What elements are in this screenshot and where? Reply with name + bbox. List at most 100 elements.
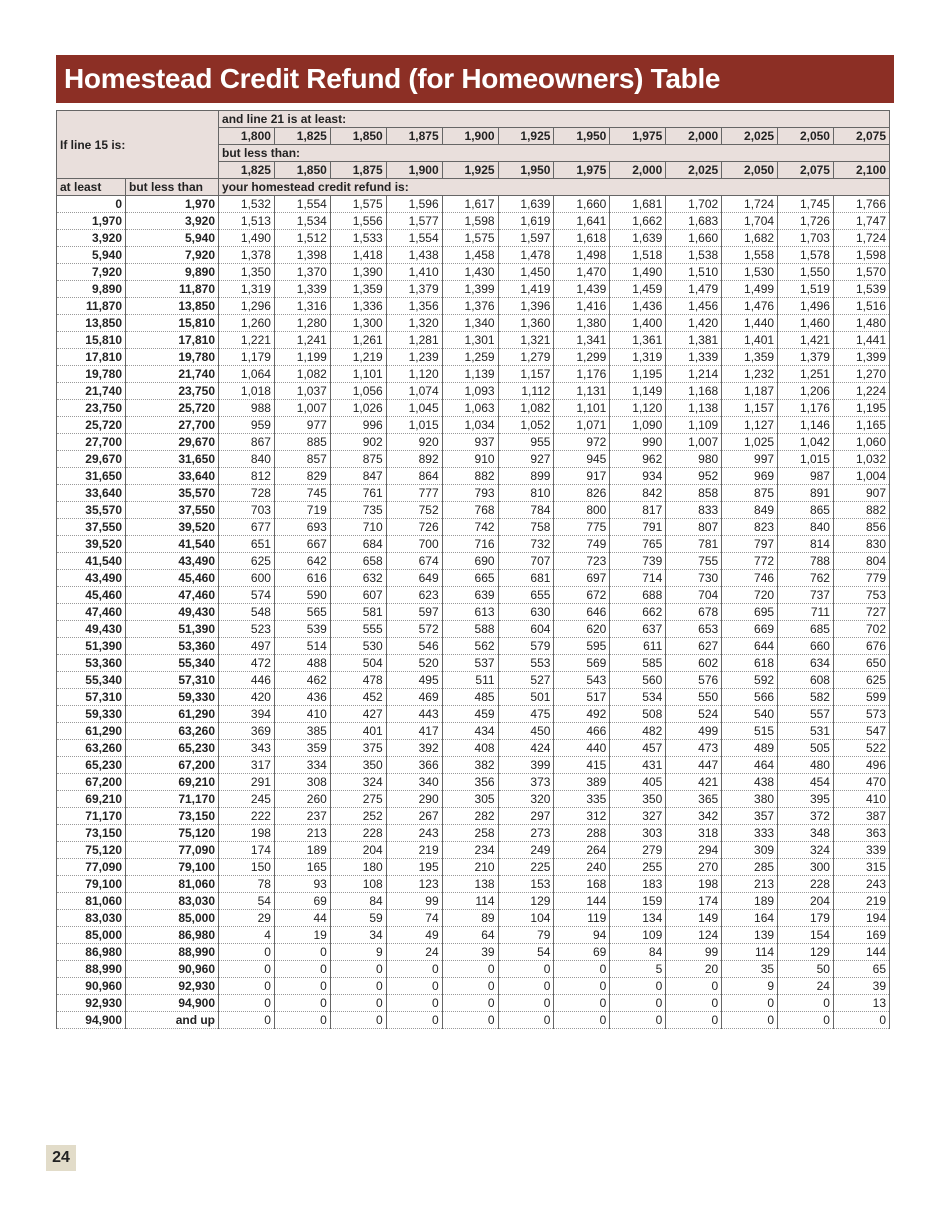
refund-cell: 0 [497,1011,555,1029]
refund-cell: 592 [721,671,779,689]
refund-cell: 765 [609,535,667,553]
refund-cell: 482 [609,722,667,740]
line15-less-than-cell: 53,360 [124,637,220,655]
refund-cell: 373 [497,773,555,791]
refund-cell: 0 [665,994,723,1012]
line15-at-least-cell: 17,810 [56,348,126,366]
refund-cell: 1,704 [721,212,779,230]
line15-less-than-cell: 15,810 [124,314,220,332]
refund-cell: 997 [721,450,779,468]
refund-cell: 198 [665,875,723,893]
refund-cell: 0 [777,994,834,1012]
refund-cell: 50 [777,960,834,978]
refund-cell: 447 [665,756,723,774]
refund-cell: 539 [273,620,331,638]
line21-less-than-cell: 2,000 [609,161,667,179]
refund-cell: 1,660 [553,195,611,213]
table-row: 27,700 29,670 867 885 902 920 937 955 972 990 1,00… [56,433,891,451]
table-row: 39,520 41,540 651 667 684 700 716 732 749 765 781 7… [56,535,891,553]
refund-cell: 875 [721,484,779,502]
header-row-at-least: 1,800 1,825 1,850 1,875 1,900 1,925 1,950 1,975… [57,127,891,145]
refund-cell: 980 [665,450,723,468]
refund-cell: 305 [441,790,499,808]
refund-cell: 1,381 [665,331,723,349]
refund-cell: 655 [497,586,555,604]
refund-cell: 840 [218,450,275,468]
refund-cell: 735 [329,501,387,519]
refund-cell: 959 [218,416,275,434]
refund-cell: 849 [721,501,779,519]
table-row: 19,780 21,740 1,064 1,082 1,101 1,120 1,139 1,1… [56,365,891,383]
refund-cell: 335 [553,790,611,808]
refund-cell: 237 [273,807,331,825]
refund-cell: 0 [553,960,611,978]
refund-cell: 1,025 [721,433,779,451]
refund-cell: 574 [218,586,275,604]
refund-cell: 588 [441,620,499,638]
line15-at-least-cell: 77,090 [56,858,126,876]
refund-cell: 952 [665,467,723,485]
line21-at-least-cell: 2,075 [832,127,891,145]
refund-cell: 597 [385,603,443,621]
line15-at-least-cell: 19,780 [56,365,126,383]
refund-cell: 907 [832,484,891,502]
refund-cell: 1,578 [777,246,834,264]
line15-less-than-cell: 65,230 [124,739,220,757]
refund-cell: 334 [273,756,331,774]
refund-cell: 0 [441,960,499,978]
refund-cell: 34 [329,926,387,944]
refund-cell: 1,300 [329,314,387,332]
refund-cell: 662 [609,603,667,621]
refund-cell: 1,617 [441,195,499,213]
line15-at-least-cell: 53,360 [56,654,126,672]
refund-cell: 339 [832,841,891,859]
refund-cell: 996 [329,416,387,434]
refund-cell: 392 [385,739,443,757]
refund-cell: 446 [218,671,275,689]
but-less-than-column-header: but less than [124,178,220,196]
line15-at-least-cell: 27,700 [56,433,126,451]
refund-cell: 421 [665,773,723,791]
refund-cell: 1,319 [218,280,275,298]
line15-less-than-cell: 39,520 [124,518,220,536]
table-row: 17,810 19,780 1,179 1,199 1,219 1,239 1,259 1,2… [56,348,891,366]
refund-cell: 382 [441,756,499,774]
refund-cell: 350 [329,756,387,774]
refund-cell: 1,458 [441,246,499,264]
line15-less-than-cell: 61,290 [124,705,220,723]
line15-less-than-cell: 57,310 [124,671,220,689]
refund-cell: 565 [273,603,331,621]
refund-cell: 707 [497,552,555,570]
line15-at-least-cell: 35,570 [56,501,126,519]
refund-cell: 0 [721,1011,779,1029]
refund-cell: 0 [721,994,779,1012]
refund-cell: 1,007 [273,399,331,417]
refund-cell: 434 [441,722,499,740]
refund-cell: 297 [497,807,555,825]
refund-cell: 0 [329,994,387,1012]
refund-cell: 497 [218,637,275,655]
refund-cell: 972 [553,433,611,451]
refund-cell: 1,575 [441,229,499,247]
refund-cell: 885 [273,433,331,451]
refund-cell: 1,518 [609,246,667,264]
line21-at-least-cell: 1,825 [273,127,331,145]
refund-cell: 0 [218,960,275,978]
refund-cell: 1,090 [609,416,667,434]
refund-cell: 665 [441,569,499,587]
refund-cell: 380 [721,790,779,808]
line15-less-than-cell: 27,700 [124,416,220,434]
refund-cell: 753 [832,586,891,604]
refund-cell: 24 [777,977,834,995]
refund-cell: 693 [273,518,331,536]
refund-cell: 84 [329,892,387,910]
refund-cell: 1,120 [385,365,443,383]
refund-cell: 882 [832,501,891,519]
refund-cell: 627 [665,637,723,655]
refund-cell: 472 [218,654,275,672]
refund-cell: 987 [777,467,834,485]
refund-cell: 1,390 [329,263,387,281]
refund-cell: 702 [832,620,891,638]
line15-at-least-cell: 13,850 [56,314,126,332]
refund-cell: 1,683 [665,212,723,230]
